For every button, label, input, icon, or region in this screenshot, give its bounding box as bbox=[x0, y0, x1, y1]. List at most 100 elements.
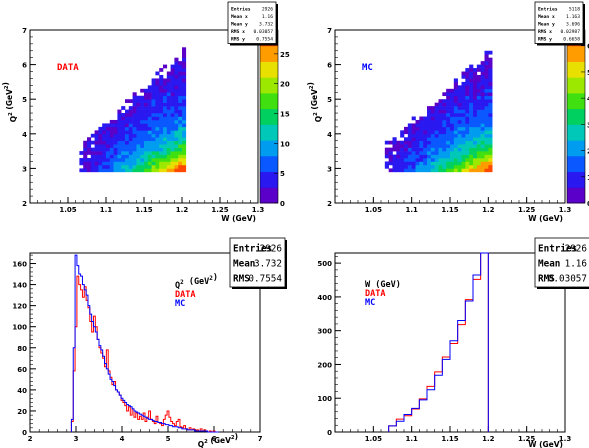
mc2d-cell bbox=[407, 151, 412, 155]
mc2d-cell bbox=[388, 161, 393, 166]
data2d-cell bbox=[182, 61, 187, 65]
mc2d-cell bbox=[484, 99, 489, 103]
mc2d-cell bbox=[465, 95, 470, 100]
mc2d-cell bbox=[457, 106, 462, 110]
data2d-cell bbox=[109, 126, 114, 131]
mc2d-cell bbox=[484, 68, 489, 72]
data2d-cell bbox=[182, 88, 187, 93]
data2d-cell bbox=[170, 102, 175, 107]
data2d-cell bbox=[170, 68, 175, 72]
data2d-cell bbox=[155, 154, 160, 159]
mc2d-cell bbox=[453, 116, 458, 121]
mc2d-cell bbox=[404, 126, 409, 131]
data2d-cell bbox=[83, 147, 88, 152]
mc2d-cell bbox=[453, 126, 458, 131]
mc2d-cell bbox=[453, 130, 458, 135]
data2d-cell bbox=[174, 116, 179, 121]
data2d-cell bbox=[83, 151, 88, 155]
data2d-cell bbox=[155, 168, 160, 173]
mc2d-cell bbox=[461, 123, 466, 128]
mc2d-cell bbox=[461, 119, 466, 124]
whist-xlabel: W (GeV) bbox=[528, 440, 563, 448]
mc2d-cell bbox=[484, 74, 489, 79]
mc2d-cell bbox=[473, 119, 478, 124]
data2d-cell bbox=[113, 137, 118, 142]
data2d-cell bbox=[178, 123, 183, 128]
mc2d-cell bbox=[480, 68, 485, 72]
mc2d-cell bbox=[427, 164, 432, 169]
data2d-cell bbox=[140, 113, 145, 117]
mc2d-cell bbox=[411, 133, 416, 138]
mc2d-cell bbox=[453, 123, 458, 128]
data2d-cell bbox=[128, 144, 133, 148]
mc2d-cell bbox=[423, 147, 428, 152]
mc2d-ytick-label: 5 bbox=[327, 96, 332, 104]
data2d-cell bbox=[151, 92, 156, 97]
data2d-cell bbox=[159, 109, 164, 114]
data2d-cell bbox=[117, 130, 122, 135]
data2d-palette-label: 5 bbox=[280, 170, 285, 178]
mc2d-cell bbox=[461, 95, 466, 100]
data2d-cell bbox=[144, 151, 149, 155]
data2d-cell bbox=[109, 133, 114, 138]
data2d-cell bbox=[121, 113, 126, 117]
mc2d-cell bbox=[427, 123, 432, 128]
data2d-cell bbox=[174, 119, 179, 124]
mc2d-cell bbox=[438, 154, 443, 159]
mc2d-cell bbox=[465, 151, 470, 155]
mc2d-cell bbox=[461, 158, 466, 162]
data2d-cell bbox=[147, 109, 152, 114]
data2d-cell bbox=[94, 161, 99, 166]
mc2d-cell bbox=[407, 164, 412, 169]
mc2d-cell bbox=[457, 144, 462, 148]
data2d-cell bbox=[117, 164, 122, 169]
mc2d-cell bbox=[465, 154, 470, 159]
data2d-cell bbox=[106, 168, 111, 173]
mc2d-cell bbox=[438, 130, 443, 135]
mc2d-cell bbox=[438, 116, 443, 121]
mc2d-cell bbox=[404, 144, 409, 148]
mc2d-cell bbox=[438, 140, 443, 145]
data2d-cell bbox=[159, 123, 164, 128]
data2d-cell bbox=[128, 161, 133, 166]
data2d-stats-box: Entries 2926 Mean x 1.16 Mean y 3.732 RMS x 0.0… bbox=[227, 1, 278, 46]
mc2d-cell bbox=[476, 158, 481, 162]
data2d-cell bbox=[109, 164, 114, 169]
data2d-cell bbox=[151, 102, 156, 107]
mc2d-cell bbox=[457, 126, 462, 131]
data2d-stats-value: 0.03057 bbox=[253, 29, 273, 35]
mc2d-cell bbox=[473, 116, 478, 121]
data2d-cell bbox=[83, 144, 88, 148]
mc2d-cell bbox=[404, 140, 409, 145]
data2d-cell bbox=[178, 71, 183, 76]
mc2d-cell bbox=[484, 113, 489, 117]
mc2d-cell bbox=[446, 147, 451, 152]
data2d-cell bbox=[121, 119, 126, 124]
mc2d-cell bbox=[396, 168, 401, 173]
data2d-cell bbox=[159, 74, 164, 79]
mc2d-cell bbox=[484, 151, 489, 155]
mc2d-cell bbox=[446, 161, 451, 166]
data2d-cell bbox=[155, 99, 160, 103]
data2d-cell bbox=[174, 68, 179, 72]
mc2d-cell bbox=[450, 144, 455, 148]
data2d-cell bbox=[151, 88, 156, 93]
data2d-cell bbox=[132, 140, 137, 145]
mc2d-cell bbox=[473, 81, 478, 86]
mc2d-cell bbox=[480, 116, 485, 121]
data2d-cell bbox=[178, 133, 183, 138]
data2d-cell bbox=[182, 92, 187, 97]
data2d-cell bbox=[151, 106, 156, 110]
data2d-cell bbox=[163, 140, 168, 145]
data2d-cell bbox=[155, 161, 160, 166]
data2d-cell bbox=[132, 147, 137, 152]
data2d-cell bbox=[151, 123, 156, 128]
mc2d-cell bbox=[469, 64, 474, 69]
mc2d-cell bbox=[423, 144, 428, 148]
mc2d-palette-label: 0 bbox=[587, 200, 589, 208]
mc2d-palette-step bbox=[567, 171, 585, 188]
data2d-cell bbox=[174, 81, 179, 86]
mc2d-cell bbox=[453, 144, 458, 148]
data2d-cell bbox=[106, 154, 111, 159]
